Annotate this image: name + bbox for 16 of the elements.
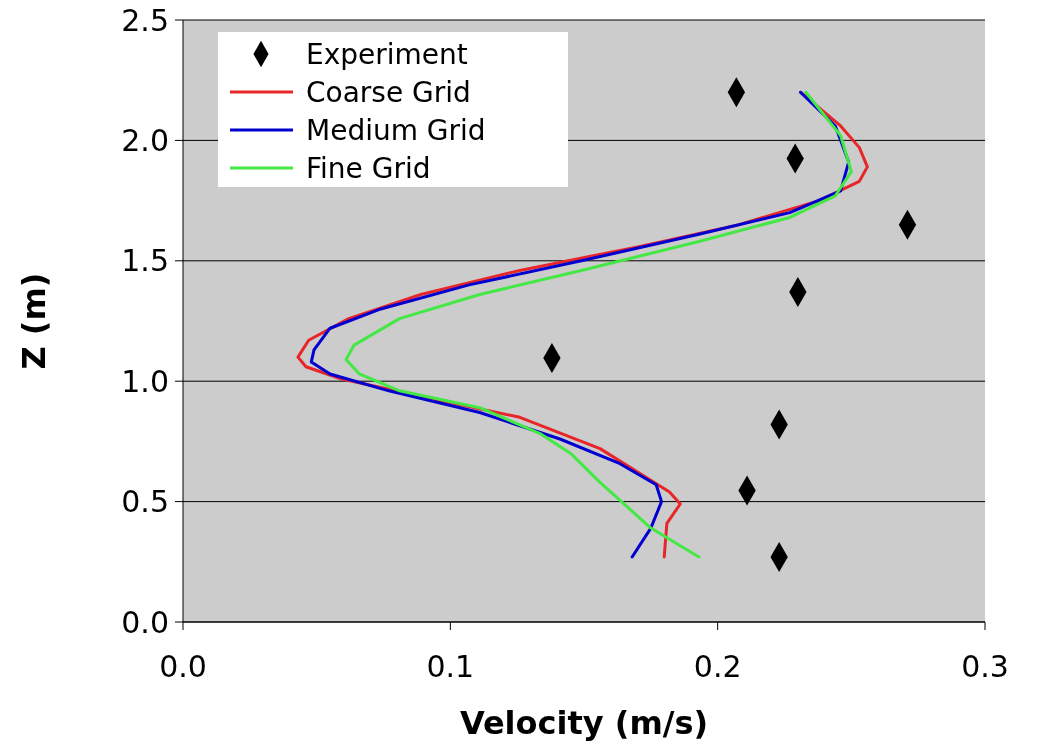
y-tick-label: 2.0 xyxy=(121,122,169,158)
x-tick-label: 0.1 xyxy=(426,649,475,684)
x-tick-label: 0.2 xyxy=(693,649,742,684)
y-tick-label: 2.5 xyxy=(121,2,169,38)
legend-label: Experiment xyxy=(306,37,468,71)
y-tick-label: 1.5 xyxy=(121,243,169,279)
legend-label: Medium Grid xyxy=(306,113,486,147)
x-tick-label: 0.3 xyxy=(961,649,1009,684)
x-tick-label: 0.0 xyxy=(159,649,207,684)
x-axis-title: Velocity (m/s) xyxy=(459,704,709,742)
y-tick-label: 0.5 xyxy=(121,484,169,520)
legend-label: Coarse Grid xyxy=(306,75,471,109)
y-axis-title: Z (m) xyxy=(15,272,53,370)
legend-label: Fine Grid xyxy=(306,151,431,185)
y-tick-label: 1.0 xyxy=(121,363,169,399)
y-tick-label: 0.0 xyxy=(121,604,169,640)
